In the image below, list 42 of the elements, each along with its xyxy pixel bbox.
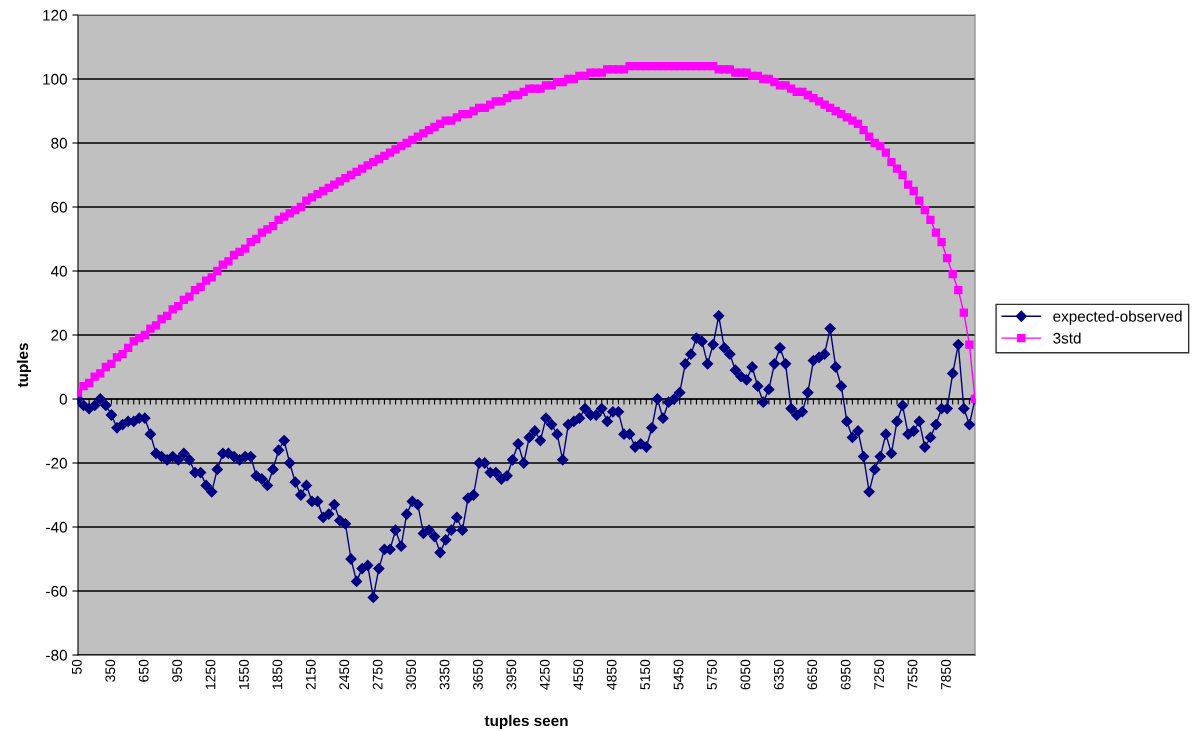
x-tick-label: 4850 bbox=[606, 659, 617, 690]
x-tick-label: 5450 bbox=[673, 659, 684, 690]
x-tick-label: 2150 bbox=[305, 659, 316, 690]
y-tick-label: -40 bbox=[46, 521, 67, 533]
legend-label: 3std bbox=[1053, 332, 1081, 344]
x-tick-label: 1850 bbox=[272, 659, 283, 689]
x-tick-label: 6050 bbox=[740, 659, 751, 690]
x-tick-label: 1250 bbox=[205, 659, 216, 689]
x-tick-label: 6650 bbox=[807, 659, 818, 690]
x-tick-label: 650 bbox=[138, 659, 149, 682]
x-tick-label: 7250 bbox=[874, 659, 885, 690]
x-tick-label: 7550 bbox=[907, 659, 918, 690]
x-tick-label: 4250 bbox=[539, 659, 550, 690]
y-tick-label: 120 bbox=[43, 9, 67, 21]
x-tick-label: 3950 bbox=[506, 659, 517, 690]
x-tick-label: 50 bbox=[71, 659, 82, 675]
x-tick-label: 5150 bbox=[640, 659, 651, 690]
x-axis-title: tuples seen bbox=[484, 714, 568, 730]
x-tick-label: 3050 bbox=[406, 659, 417, 690]
legend-label: expected-observed bbox=[1053, 310, 1182, 325]
y-tick-label: 20 bbox=[51, 329, 67, 341]
y-axis-title: tuples bbox=[16, 343, 32, 388]
y-tick-label: 100 bbox=[43, 73, 67, 85]
y-tick-label: 40 bbox=[50, 265, 67, 277]
x-tick-label: 6350 bbox=[773, 659, 784, 690]
x-tick-label: 7850 bbox=[941, 659, 951, 690]
x-tick-label: 3350 bbox=[439, 659, 450, 690]
y-tick-label: 60 bbox=[51, 201, 67, 213]
x-tick-label: 6950 bbox=[840, 659, 851, 690]
y-tick-label: 80 bbox=[51, 137, 67, 149]
x-tick-label: 950 bbox=[172, 659, 183, 682]
x-tick-label: 2750 bbox=[372, 659, 383, 690]
x-tick-label: 1550 bbox=[239, 659, 249, 689]
x-tick-label: 5750 bbox=[707, 659, 717, 690]
y-tick-label: -60 bbox=[46, 585, 67, 597]
x-tick-label: 3650 bbox=[473, 659, 483, 690]
y-tick-label: -20 bbox=[46, 457, 67, 469]
x-tick-label: 350 bbox=[105, 659, 116, 682]
x-tick-label: 2450 bbox=[339, 659, 350, 690]
x-tick-label: 4550 bbox=[573, 659, 584, 690]
y-tick-label: 0 bbox=[59, 393, 67, 405]
y-tick-label: -80 bbox=[46, 649, 67, 661]
